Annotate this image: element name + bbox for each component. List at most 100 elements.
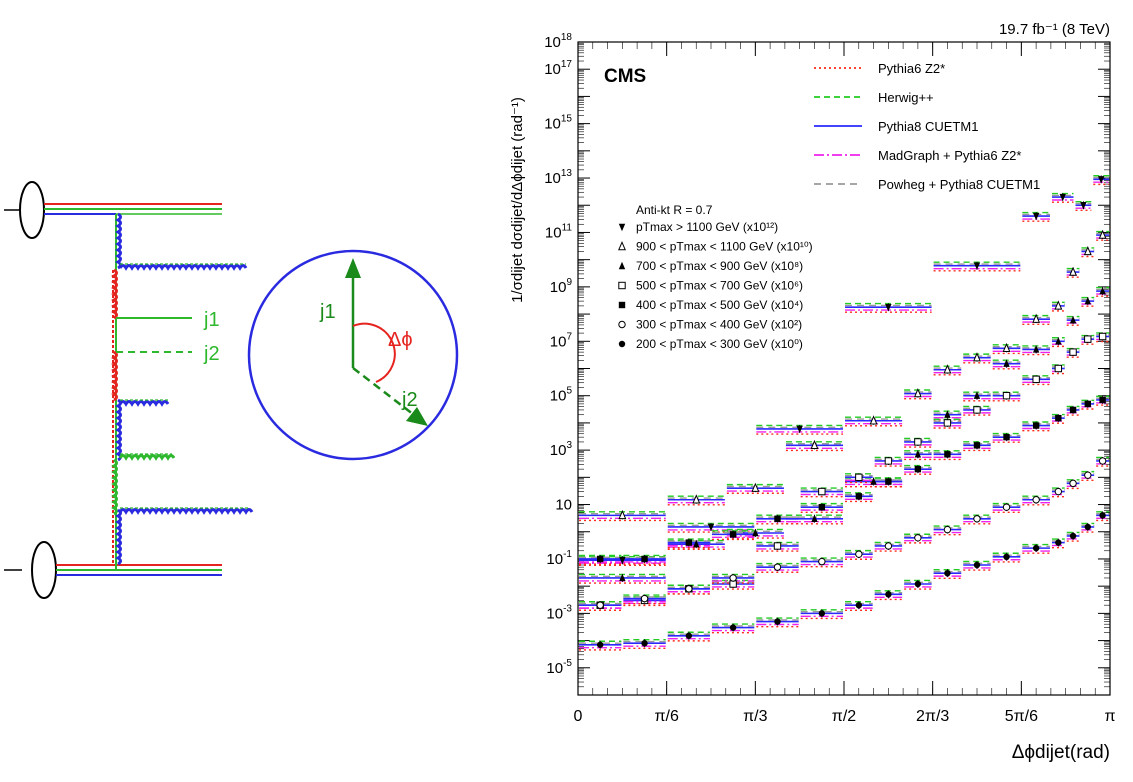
data-point-tri-filled bbox=[619, 573, 626, 582]
data-point-circle-filled bbox=[641, 640, 648, 647]
y-tick-label: 103 bbox=[550, 440, 573, 459]
data-point-square-filled bbox=[1084, 400, 1092, 408]
gluon-vertical-red-upper bbox=[111, 268, 118, 320]
data-point-square-filled bbox=[944, 451, 951, 458]
data-point-circle-open bbox=[1098, 457, 1107, 465]
data-point-circle-filled bbox=[1055, 539, 1062, 546]
series-legend-entry: 700 < pTmax < 900 GeV (x10⁸) bbox=[636, 259, 803, 273]
data-point-tri-open bbox=[810, 439, 819, 450]
x-tick-label: 2π/3 bbox=[916, 708, 949, 725]
data-point-square-open bbox=[884, 457, 893, 465]
data-point-square-open bbox=[1069, 348, 1077, 356]
gluon-vertical-blue-mid bbox=[115, 398, 122, 462]
data-point-tri-down bbox=[796, 425, 803, 434]
data-point-circle-filled bbox=[1003, 553, 1010, 561]
data-point-square-open bbox=[818, 487, 826, 496]
y-axis-label-text: 1/σdijet dσdijet/dΔϕdijet (rad⁻¹) bbox=[509, 97, 526, 303]
data-point-circle-open bbox=[685, 585, 693, 593]
delta-phi-arc bbox=[352, 322, 396, 383]
series-legend-entry: 500 < pTmax < 700 GeV (x10⁶) bbox=[636, 279, 803, 293]
delta-phi-label: Δϕ bbox=[388, 329, 413, 351]
data-point-circle-filled bbox=[685, 632, 693, 639]
data-point-circle-open bbox=[855, 550, 863, 558]
model-legend: Pythia6 Z2* Herwig++ Pythia8 CUETM1 MadGrap… bbox=[814, 61, 1040, 192]
data-point-circle-filled bbox=[914, 580, 922, 588]
data-point-circle-open bbox=[773, 563, 782, 571]
data-point-circle-filled bbox=[944, 569, 951, 577]
data-point-circle-filled bbox=[618, 340, 626, 348]
gluon-emission-1 bbox=[118, 264, 248, 271]
data-point-circle-filled bbox=[1084, 523, 1092, 531]
data-point-circle-open bbox=[914, 534, 922, 542]
data-point-tri-open bbox=[1069, 266, 1078, 276]
data-point-circle-filled bbox=[774, 618, 781, 625]
y-tick-label: 10-1 bbox=[546, 549, 572, 568]
data-point-circle-open bbox=[640, 594, 649, 603]
gluon-vertical-red-lower bbox=[111, 350, 118, 402]
data-point-circle-filled bbox=[885, 591, 892, 598]
data-point-tri-filled bbox=[752, 528, 759, 537]
data-point-circle-filled bbox=[1099, 512, 1106, 519]
data-point-circle-open bbox=[1032, 496, 1040, 504]
legend-entry: Pythia6 Z2* bbox=[878, 61, 945, 76]
algorithm-label: Anti-kt R = 0.7 bbox=[636, 203, 713, 217]
data-point-circle-filled bbox=[973, 561, 981, 569]
data-point-tri-filled bbox=[1099, 286, 1106, 295]
legend-entry: Herwig++ bbox=[878, 90, 934, 105]
data-point-square-open bbox=[1032, 375, 1040, 384]
y-tick-label: 1015 bbox=[544, 114, 572, 133]
data-point-tri-filled bbox=[1032, 345, 1040, 353]
circle-jet2-label: j2 bbox=[401, 389, 418, 411]
circle-jet1-label: j1 bbox=[319, 301, 336, 323]
data-point-tri-filled bbox=[1084, 296, 1092, 305]
series-legend-entry: 900 < pTmax < 1100 GeV (x10¹⁰) bbox=[636, 240, 813, 254]
y-tick-label: 1017 bbox=[544, 59, 572, 78]
x-tick-label: π/6 bbox=[654, 708, 678, 725]
data-point-tri-filled bbox=[618, 261, 626, 270]
data-point-tri-down bbox=[1097, 176, 1105, 184]
data-point-square-filled bbox=[1069, 406, 1077, 414]
data-point-circle-open bbox=[596, 601, 604, 609]
gluon-vertical-green bbox=[111, 458, 118, 516]
data-point-circle-open bbox=[1002, 503, 1011, 511]
x-tick-label: π/3 bbox=[743, 708, 767, 725]
data-point-tri-filled bbox=[914, 450, 922, 458]
jet1-label: j1 bbox=[203, 309, 220, 331]
data-point-square-filled bbox=[729, 531, 737, 538]
y-tick-label: 109 bbox=[550, 277, 573, 296]
data-point-square-open bbox=[1098, 332, 1107, 341]
data-point-tri-open bbox=[943, 364, 952, 374]
data-point-tri-filled bbox=[811, 514, 818, 522]
jet2-arrowhead-icon bbox=[406, 407, 428, 426]
data-point-square-open bbox=[973, 406, 981, 414]
legend-entry: Pythia8 CUETM1 bbox=[878, 119, 978, 134]
data-point-tri-filled bbox=[944, 410, 951, 418]
data-point-circle-filled bbox=[818, 610, 826, 617]
data-point-tri-down bbox=[885, 303, 892, 312]
top-proton-icon bbox=[19, 181, 45, 239]
data-point-tri-open bbox=[1098, 229, 1107, 239]
data-point-tri-down bbox=[618, 223, 626, 232]
data-point-circle-open bbox=[618, 320, 626, 329]
data-point-tri-open bbox=[1054, 300, 1063, 310]
data-point-tri-open bbox=[618, 509, 627, 520]
x-axis-ticks: 0 π/6 π/3 π/2 2π/3 5π/6 π bbox=[574, 42, 1116, 725]
data-point-square-filled bbox=[685, 539, 693, 546]
y-tick-label: 10-3 bbox=[546, 603, 572, 622]
data-point-square-filled bbox=[618, 301, 626, 309]
data-point-tri-down bbox=[619, 557, 626, 565]
series-legend-entry: 200 < pTmax < 300 GeV (x10⁰) bbox=[636, 337, 803, 351]
data-point-square-open bbox=[773, 542, 782, 550]
data-point-tri-open bbox=[1083, 246, 1092, 256]
data-point-circle-filled bbox=[1069, 532, 1077, 540]
data-point-square-open bbox=[1054, 364, 1063, 373]
series-legend-entry: 300 < pTmax < 400 GeV (x10²) bbox=[636, 318, 802, 332]
data-point-circle-open bbox=[1084, 471, 1092, 479]
data-point-square-filled bbox=[1099, 396, 1106, 404]
jet1-arrowhead-icon bbox=[345, 258, 361, 278]
y-axis-ticks: 10-5 10-3 10-1 10 103 105 107 109 1011 1013 1015 10… bbox=[544, 32, 1110, 696]
luminosity-label: 19.7 fb⁻¹ (8 TeV) bbox=[999, 21, 1110, 38]
data-point-tri-open bbox=[869, 415, 878, 425]
data-point-circle-open bbox=[818, 557, 826, 566]
data-point-tri-filled bbox=[1055, 337, 1062, 345]
